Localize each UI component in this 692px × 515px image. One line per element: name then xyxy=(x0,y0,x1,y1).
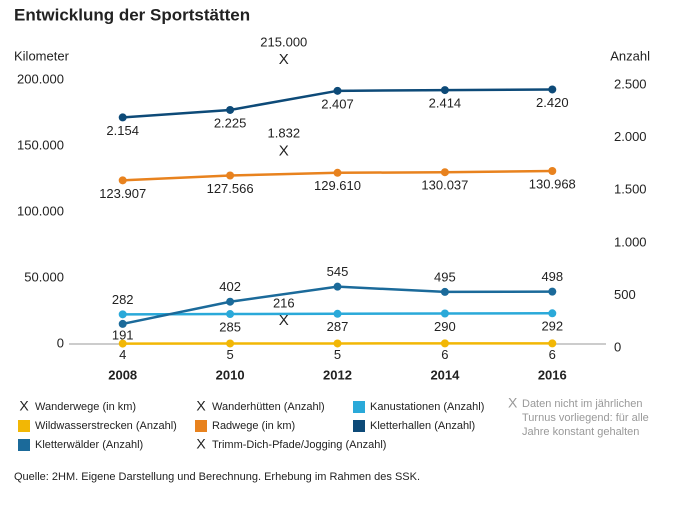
y-tick-label: 150.000 xyxy=(17,137,64,152)
point xyxy=(548,339,557,348)
value-label: 2.225 xyxy=(214,115,247,130)
value-label: 127.566 xyxy=(207,181,254,196)
note-line: Turnus vorliegend: für alle xyxy=(522,412,649,424)
value-label: 290 xyxy=(434,319,456,334)
legend-swatch xyxy=(353,420,365,432)
value-label: 2.154 xyxy=(106,123,139,138)
value-label: 130.968 xyxy=(529,176,576,191)
value-label: 191 xyxy=(112,327,134,342)
legend-label: Radwege (in km) xyxy=(212,420,295,432)
value-label: 216 xyxy=(273,296,295,311)
legend-label: Kanustationen (Anzahl) xyxy=(370,401,484,413)
x-marker: X xyxy=(279,51,289,68)
value-label: 6 xyxy=(441,347,448,362)
legend-swatch xyxy=(195,420,207,432)
y2-tick-label: 2.000 xyxy=(614,129,647,144)
legend-label: Wildwasserstrecken (Anzahl) xyxy=(35,420,177,432)
y2-tick-label: 2.500 xyxy=(614,76,647,91)
y2-tick-label: 1.000 xyxy=(614,234,647,249)
x-marker: X xyxy=(279,312,289,329)
y2-tick-label: 0 xyxy=(614,339,621,354)
note-line: Jahre konstant gehalten xyxy=(522,426,639,438)
point xyxy=(226,171,235,180)
point xyxy=(333,86,342,95)
value-label: 498 xyxy=(541,269,563,284)
point xyxy=(226,310,235,319)
point xyxy=(548,167,557,176)
value-label: 130.037 xyxy=(421,178,468,193)
point xyxy=(440,168,449,177)
note-line: Daten nicht im jährlichen xyxy=(522,398,642,410)
legend-label: Trimm-Dich-Pfade/Jogging (Anzahl) xyxy=(212,439,386,451)
y-tick-label: 100.000 xyxy=(17,203,64,218)
point xyxy=(548,287,557,296)
source: Quelle: 2HM. Eigene Darstellung und Bere… xyxy=(14,471,420,483)
x-tick-label: 2012 xyxy=(323,367,352,382)
value-label: 4 xyxy=(119,347,126,362)
legend-label: Kletterhallen (Anzahl) xyxy=(370,420,475,432)
point xyxy=(118,339,127,348)
point xyxy=(118,319,127,328)
note-marker: X xyxy=(508,395,518,411)
legend-marker: X xyxy=(196,436,206,452)
point xyxy=(118,113,127,122)
point xyxy=(333,309,342,318)
value-label: 545 xyxy=(327,264,349,279)
point xyxy=(440,86,449,95)
value-label: 5 xyxy=(226,347,233,362)
value-label: 215.000 xyxy=(260,34,307,49)
value-label: 1.832 xyxy=(268,126,301,141)
value-label: 5 xyxy=(334,347,341,362)
y-axis-label: Kilometer xyxy=(14,48,70,63)
point xyxy=(333,282,342,291)
y2-tick-label: 500 xyxy=(614,287,636,302)
legend-marker: X xyxy=(19,398,29,414)
y-tick-label: 50.000 xyxy=(24,269,64,284)
legend-label: Wanderwege (in km) xyxy=(35,401,136,413)
y2-axis-label: Anzahl xyxy=(610,48,650,63)
value-label: 285 xyxy=(219,319,241,334)
value-label: 287 xyxy=(327,319,349,334)
value-label: 495 xyxy=(434,269,456,284)
point xyxy=(440,287,449,296)
note: Daten nicht im jährlichen Turnus vorliege… xyxy=(522,398,649,438)
value-label: 6 xyxy=(549,347,556,362)
value-label: 129.610 xyxy=(314,178,361,193)
legend-swatch xyxy=(18,439,30,451)
point xyxy=(440,339,449,348)
legend-marker: X xyxy=(196,398,206,414)
x-tick-label: 2008 xyxy=(108,367,137,382)
chart-title: Entwicklung der Sportstätten xyxy=(14,5,250,24)
y-tick-label: 0 xyxy=(57,335,64,350)
value-label: 402 xyxy=(219,279,241,294)
value-label: 292 xyxy=(541,319,563,334)
point xyxy=(226,297,235,306)
point xyxy=(118,310,127,319)
point xyxy=(118,176,127,185)
x-marker: X xyxy=(279,142,289,159)
value-label: 282 xyxy=(112,292,134,307)
x-tick-label: 2014 xyxy=(430,367,460,382)
value-label: 123.907 xyxy=(99,186,146,201)
value-label: 2.420 xyxy=(536,95,569,110)
legend-label: Kletterwälder (Anzahl) xyxy=(35,439,143,451)
y-tick-label: 200.000 xyxy=(17,71,64,86)
value-label: 2.414 xyxy=(429,96,462,111)
point xyxy=(333,339,342,348)
legend-swatch xyxy=(18,420,30,432)
legend-label: Wanderhütten (Anzahl) xyxy=(212,401,325,413)
point xyxy=(440,309,449,318)
value-label: 2.407 xyxy=(321,96,354,111)
point xyxy=(226,105,235,114)
point xyxy=(548,309,557,318)
y2-tick-label: 1.500 xyxy=(614,182,647,197)
x-tick-label: 2016 xyxy=(538,367,567,382)
legend-swatch xyxy=(353,401,365,413)
point xyxy=(548,85,557,94)
x-tick-label: 2010 xyxy=(216,367,245,382)
point xyxy=(226,339,235,348)
point xyxy=(333,168,342,177)
